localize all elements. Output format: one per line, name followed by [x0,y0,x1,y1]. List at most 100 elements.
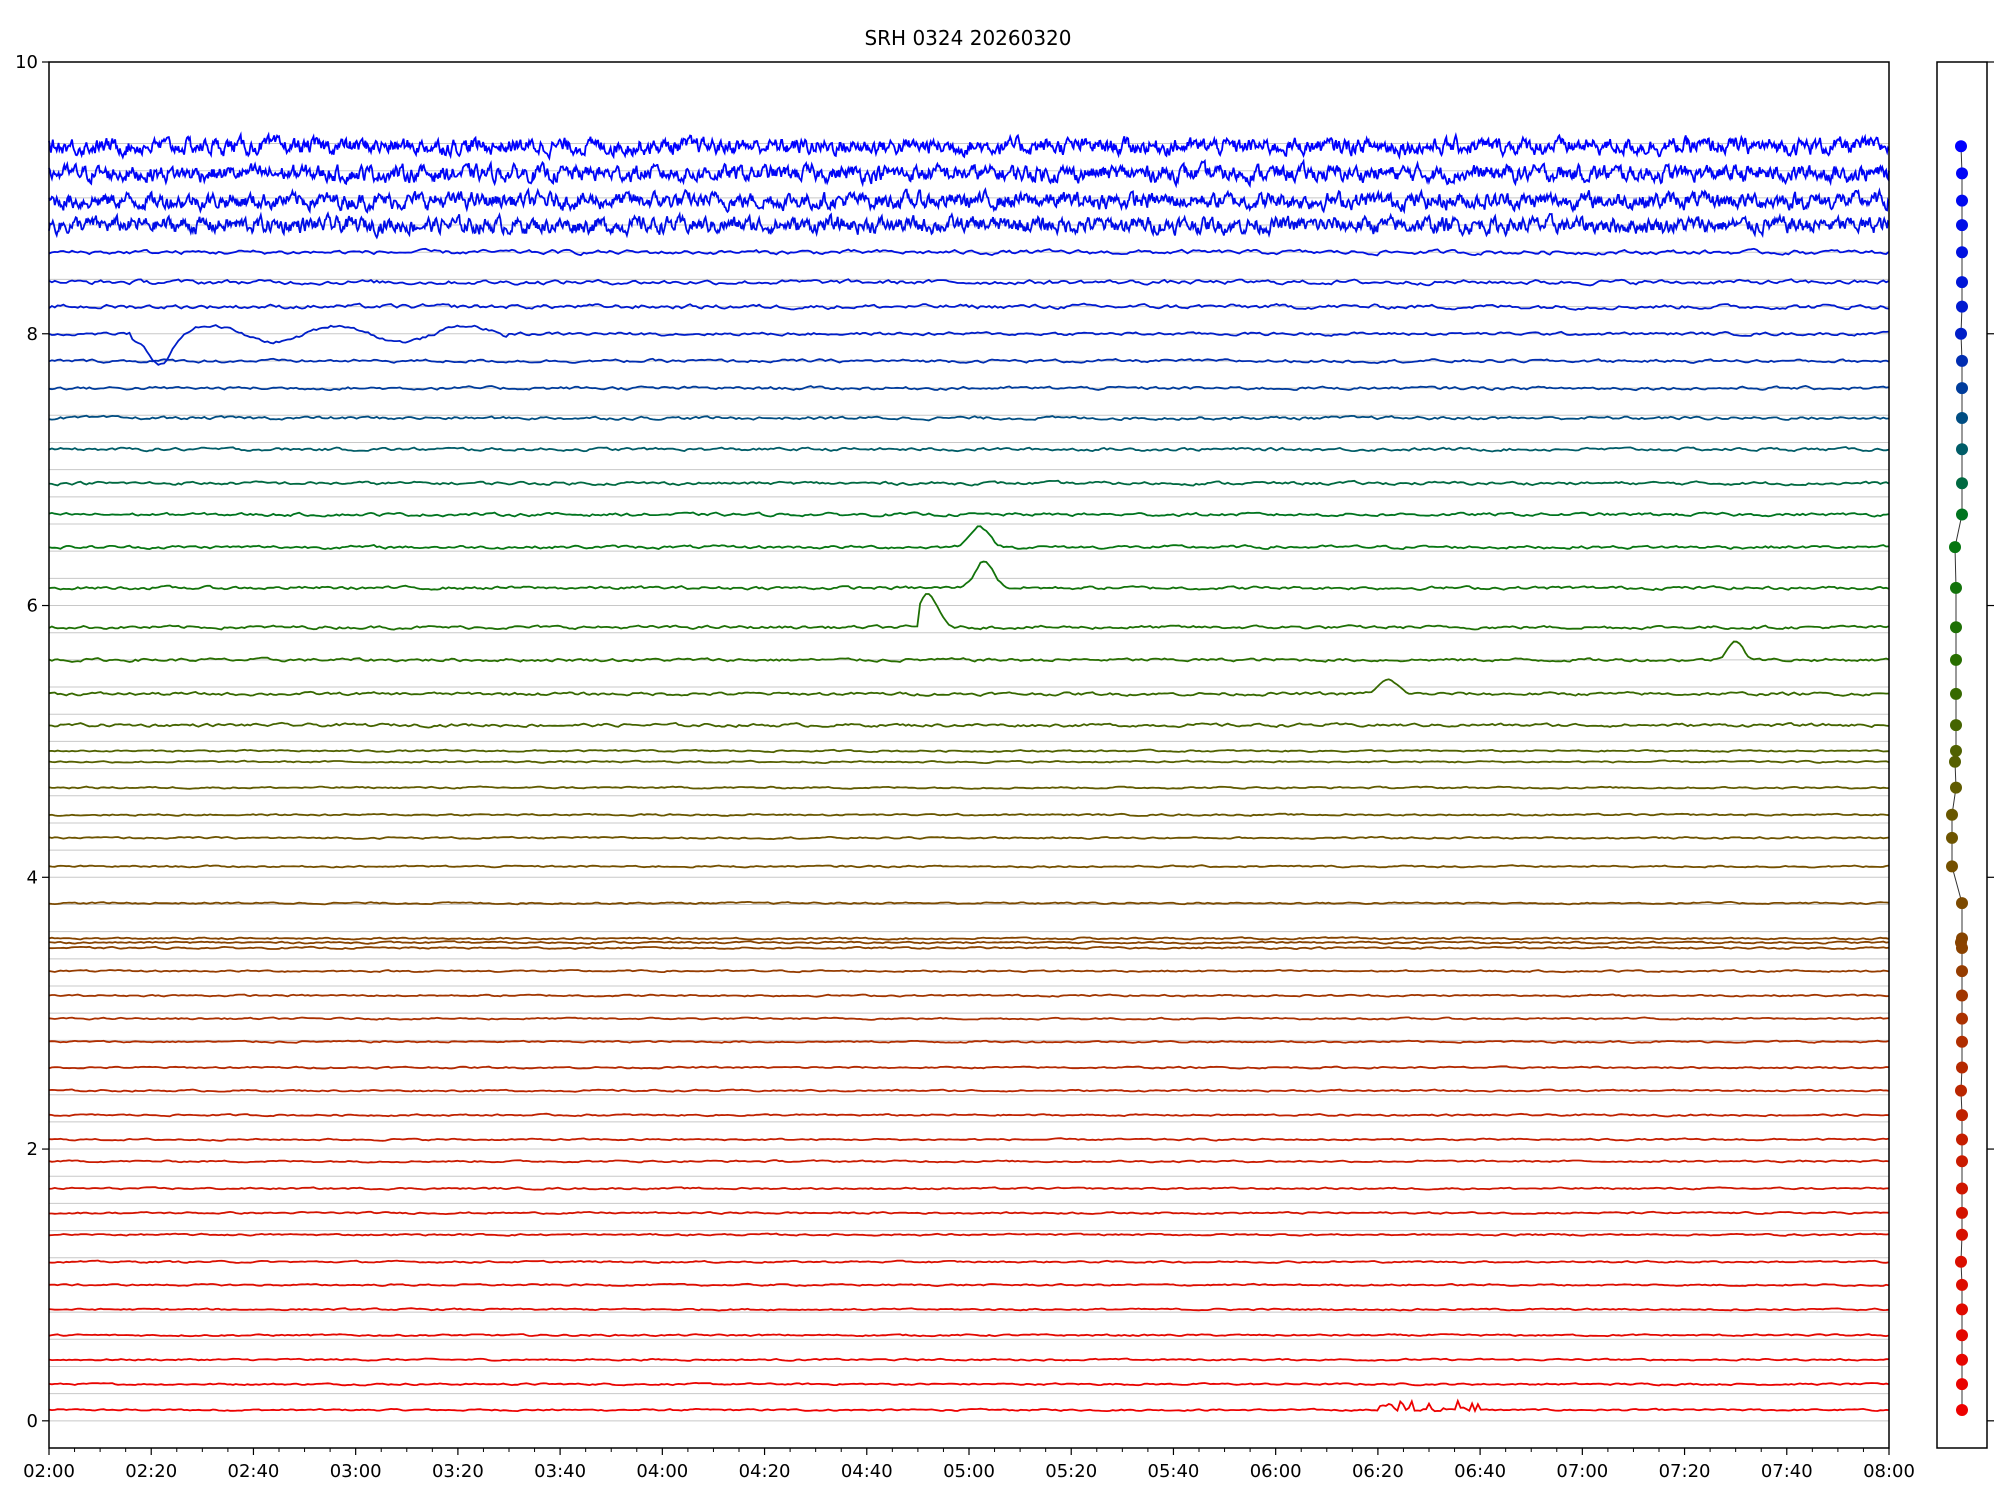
side-point [1946,831,1958,844]
side-point [1946,860,1958,873]
side-point [1956,1133,1968,1146]
x-tick-label: 07:20 [1659,1461,1711,1482]
side-point [1950,744,1962,757]
y-tick-label: 6 [27,596,38,617]
x-axis: 02:00 02:20 02:40 03:00 03:20 03:40 04:00 04:20… [23,1448,1915,1482]
trace-line [48,1065,1890,1070]
side-point [1950,581,1962,594]
side-point [1956,443,1968,456]
side-point [1956,1061,1968,1074]
plot-frame [48,61,1890,1449]
trace-line [48,1307,1890,1312]
side-point [1956,965,1968,978]
side-point [1950,621,1962,634]
trace-line [48,936,1890,941]
x-tick-label: 06:40 [1454,1461,1506,1482]
x-tick-label: 05:00 [943,1461,995,1482]
side-point [1956,989,1968,1002]
x-tick-label: 03:00 [330,1461,382,1482]
trace-line [48,1357,1890,1362]
x-tick-label: 02:00 [23,1461,75,1482]
side-point [1956,1109,1968,1122]
trace-line [48,384,1890,392]
x-tick-label: 08:00 [1863,1461,1915,1482]
side-point [1956,1278,1968,1291]
trace-line [48,1186,1890,1191]
chart-title: SRH 0324 20260320 [864,26,1071,50]
side-point [1946,808,1958,821]
side-point [1956,897,1968,910]
trace-line [48,210,1890,240]
side-point [1949,541,1961,554]
side-point [1950,687,1962,700]
side-point [1956,1155,1968,1168]
trace-line [48,1016,1890,1021]
trace-line [48,302,1890,311]
y-tick-label: 10 [15,52,38,73]
side-point [1955,1255,1967,1268]
y-tick-label: 4 [27,867,38,888]
side-point [1956,300,1968,313]
side-point [1956,1228,1968,1241]
y-axis: 0 2 4 6 8 10 [15,52,1994,1432]
y-tick-label: 2 [27,1139,38,1160]
trace-line [48,247,1890,257]
trace-line [48,678,1890,697]
trace-line [48,479,1890,487]
side-point [1956,354,1968,367]
x-tick-label: 03:40 [534,1461,586,1482]
x-tick-label: 05:20 [1045,1461,1097,1482]
trace-line [48,560,1890,592]
side-point [1956,508,1968,521]
trace-line [48,525,1890,551]
side-panel [1946,140,1968,1416]
side-point [1956,382,1968,395]
trace-line [48,1282,1890,1288]
trace-line [48,1381,1890,1387]
side-point [1956,219,1968,232]
trace-line [48,864,1890,869]
grid-lines [49,143,1889,1422]
side-point [1955,140,1967,153]
side-point [1956,477,1968,490]
trace-line [48,1112,1890,1118]
trace-line [48,1159,1890,1164]
trace-lines [48,131,1890,1414]
side-point [1949,755,1961,768]
trace-line [48,511,1890,518]
side-point [1956,1206,1968,1219]
x-tick-label: 05:40 [1148,1461,1200,1482]
side-point [1956,1182,1968,1195]
x-tick-label: 07:40 [1761,1461,1813,1482]
side-point [1956,1012,1968,1025]
trace-line [48,900,1890,906]
x-tick-label: 06:20 [1352,1461,1404,1482]
trace-line [48,414,1890,422]
side-point [1956,1035,1968,1048]
trace-line [48,968,1890,974]
trace-line [48,812,1890,817]
side-point [1956,167,1968,180]
x-tick-label: 02:20 [125,1461,177,1482]
trace-line [48,1088,1890,1093]
side-point [1956,1329,1968,1342]
trace-line [48,158,1890,189]
x-tick-label: 04:20 [739,1461,791,1482]
trace-line [48,131,1890,162]
trace-line [48,1232,1890,1237]
side-point [1950,719,1962,732]
trace-line [48,1333,1890,1338]
trace-line [48,785,1890,790]
x-tick-label: 06:00 [1250,1461,1302,1482]
trace-line [48,278,1890,287]
trace-line [48,940,1890,945]
side-point [1955,327,1967,340]
side-point [1956,276,1968,289]
x-tick-label: 04:00 [636,1461,688,1482]
trace-line [48,640,1890,663]
trace-line [48,1259,1890,1264]
side-point [1950,653,1962,666]
y-tick-label: 0 [27,1411,38,1432]
trace-line [48,186,1890,215]
trace-line [49,1210,1890,1216]
